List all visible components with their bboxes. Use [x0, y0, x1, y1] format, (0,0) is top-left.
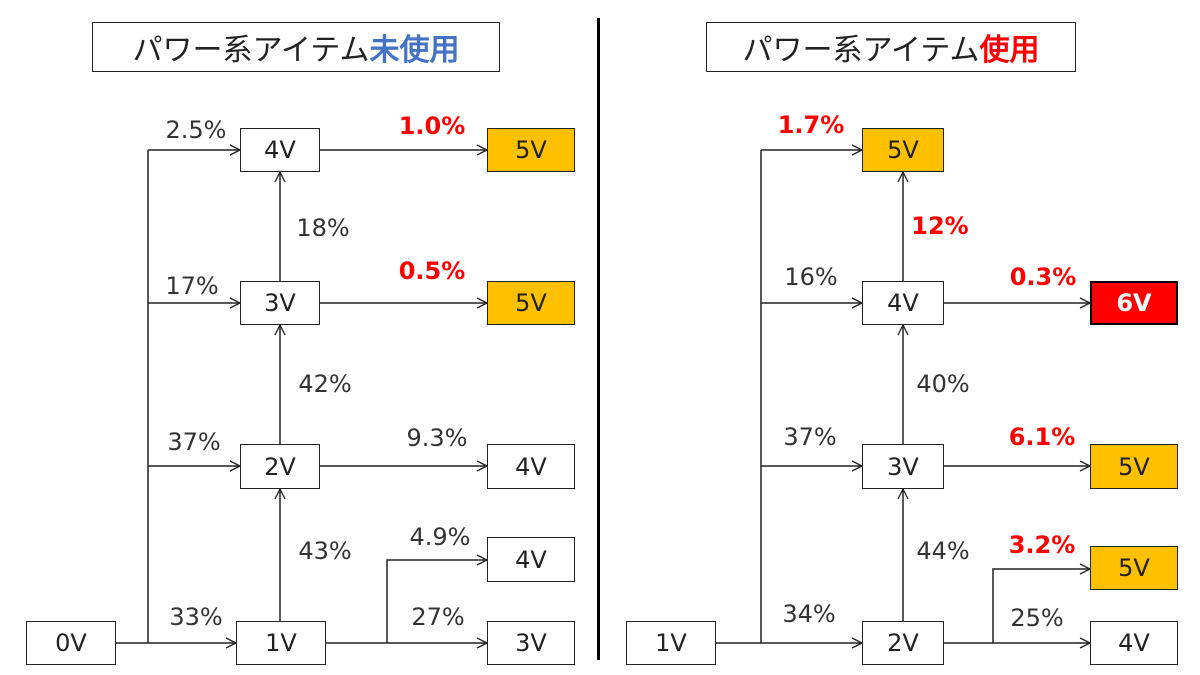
node-label: 4V	[264, 136, 296, 164]
node-label: 2V	[887, 629, 919, 657]
arrow-2v-5v	[992, 569, 1090, 643]
node-1v: 1V	[236, 621, 326, 665]
edge-label-1v-2v: 43%	[298, 537, 352, 565]
node-label: 3V	[887, 452, 919, 481]
title-right-prefix: パワー系アイテム	[742, 33, 980, 68]
node-4v-from-2v: 4V	[1090, 621, 1178, 665]
node-label: 4V	[515, 452, 547, 481]
edge-label-1v-3v: 27%	[411, 603, 465, 631]
node-0v: 0V	[26, 621, 116, 665]
node-label: 5V	[1118, 554, 1150, 582]
node-label: 6V	[1116, 289, 1152, 317]
node-label: 5V	[515, 289, 547, 317]
node-4v-from-1v: 4V	[487, 537, 575, 582]
edge-label-2v-3v: 42%	[298, 370, 352, 398]
node-5v-from-2v: 5V	[1090, 546, 1178, 590]
edge-label-3v-5v: 6.1%	[1008, 423, 1076, 451]
node-3v-from-1v: 3V	[487, 621, 575, 665]
node-4v-from-2v: 4V	[487, 444, 575, 489]
node-2v: 2V	[862, 621, 944, 665]
title-right: パワー系アイテム 使用	[706, 22, 1076, 72]
node-4v: 4V	[862, 281, 944, 325]
edge-label-3v-4v: 40%	[916, 370, 970, 398]
edge-label-1v-3v: 37%	[783, 423, 837, 451]
node-label: 5V	[887, 136, 919, 164]
node-4v: 4V	[240, 128, 320, 172]
edge-label-0v-2v: 37%	[167, 428, 221, 456]
node-6v: 6V	[1090, 281, 1178, 325]
node-label: 4V	[1118, 629, 1150, 657]
node-3v: 3V	[862, 444, 944, 489]
edge-label-0v-4v: 2.5%	[165, 116, 227, 144]
edge-label-2v-4v: 25%	[1010, 604, 1064, 632]
edge-label-2v-3v: 44%	[916, 537, 970, 565]
arrow-1v-4v	[386, 560, 487, 643]
title-left: パワー系アイテム 未使用	[92, 22, 500, 72]
edge-label-2v-5v: 3.2%	[1008, 531, 1076, 559]
node-label: 5V	[515, 136, 547, 164]
edge-label-1v-2v: 34%	[782, 600, 836, 628]
node-5v-mid: 5V	[487, 281, 575, 325]
edge-label-1v-5v: 1.7%	[777, 111, 845, 139]
title-left-prefix: パワー系アイテム	[132, 33, 370, 68]
node-label: 0V	[55, 629, 87, 657]
node-2v: 2V	[240, 444, 320, 489]
edge-label-4v-5v: 1.0%	[398, 112, 466, 140]
edge-label-3v-5v: 0.5%	[398, 257, 466, 285]
edge-label-4v-6v: 0.3%	[1009, 263, 1077, 291]
panel-divider	[597, 18, 600, 660]
node-label: 5V	[1118, 452, 1150, 481]
node-1v: 1V	[626, 621, 716, 665]
edge-label-1v-4v: 4.9%	[409, 523, 471, 551]
node-label: 2V	[264, 452, 296, 481]
edge-label-1v-4v: 16%	[784, 263, 838, 291]
node-3v: 3V	[240, 281, 320, 325]
node-label: 1V	[655, 629, 687, 657]
node-5v-from-3v: 5V	[1090, 444, 1178, 489]
edge-label-2v-4v: 9.3%	[406, 424, 468, 452]
node-label: 3V	[264, 289, 296, 317]
node-5v-top: 5V	[862, 128, 944, 172]
node-5v-top: 5V	[487, 128, 575, 172]
node-label: 3V	[515, 629, 547, 657]
node-label: 4V	[515, 545, 547, 574]
node-label: 4V	[887, 289, 919, 317]
node-label: 1V	[265, 629, 297, 657]
edge-label-0v-1v: 33%	[169, 603, 223, 631]
edge-label-0v-3v: 17%	[165, 272, 219, 300]
edge-label-3v-4v: 18%	[296, 214, 350, 242]
edge-label-4v-5v: 12%	[911, 212, 969, 240]
title-left-emphasis: 未使用	[369, 33, 460, 68]
title-right-emphasis: 使用	[979, 33, 1040, 68]
